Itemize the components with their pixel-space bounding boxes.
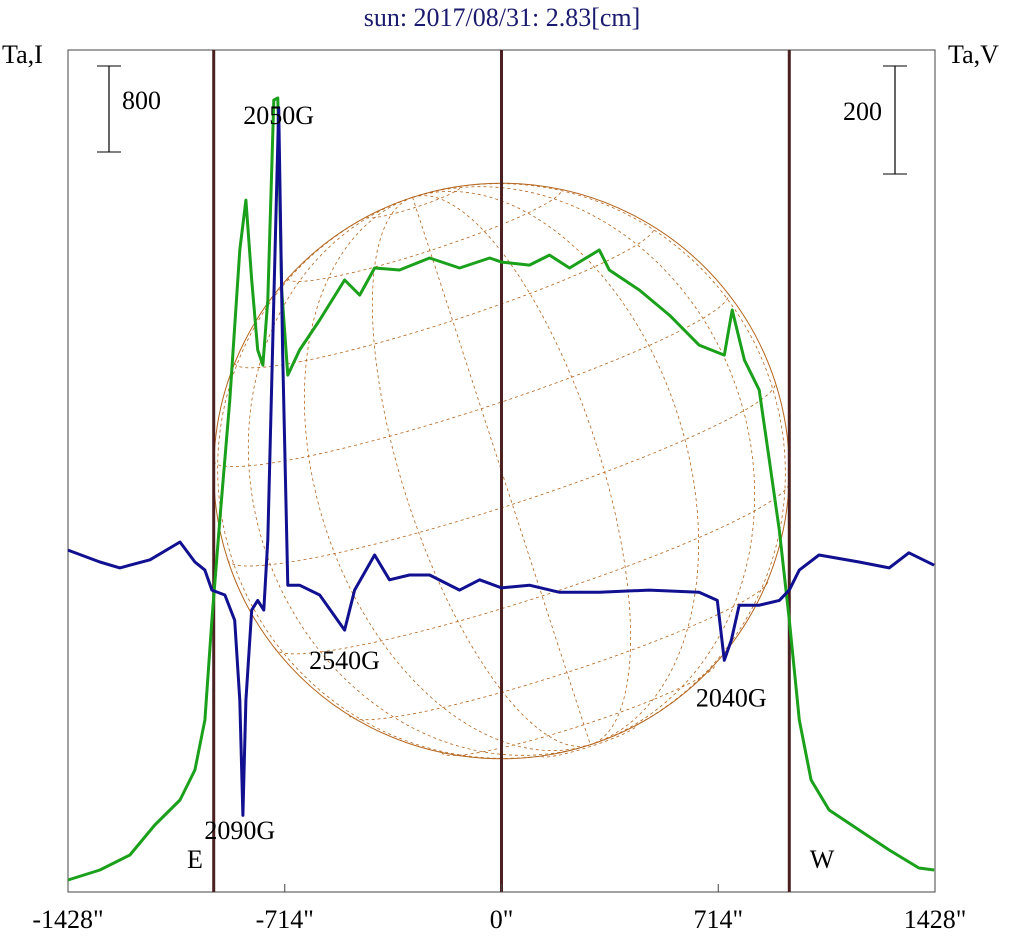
y-axis-label: Ta,I xyxy=(2,40,43,69)
meridian xyxy=(412,183,786,746)
meridian xyxy=(412,195,631,746)
meridian xyxy=(412,191,699,746)
x-tick-label: 1428" xyxy=(904,905,967,934)
parallel xyxy=(274,480,790,655)
annotation: W xyxy=(810,845,835,874)
parallel xyxy=(234,226,655,369)
annotation: 2090G xyxy=(204,816,275,845)
parallel xyxy=(287,189,562,282)
solar-disk xyxy=(213,182,790,760)
scale-label: 800 xyxy=(122,86,161,115)
meridian xyxy=(304,196,591,751)
x-tick-label: -714" xyxy=(256,905,314,934)
meridian xyxy=(372,196,591,747)
parallel xyxy=(441,663,716,756)
y2-axis-label: Ta,V xyxy=(948,40,999,69)
meridian xyxy=(412,186,756,746)
annotation: 2050G xyxy=(243,101,314,130)
parallel xyxy=(366,185,462,219)
parallel xyxy=(213,293,729,468)
scale-label: 200 xyxy=(843,97,882,126)
chart-title: sun: 2017/08/31: 2.83[cm] xyxy=(364,3,641,32)
parallel xyxy=(227,381,776,567)
parallel xyxy=(541,724,638,758)
x-tick-label: -1428" xyxy=(32,905,103,934)
annotation: 2540G xyxy=(309,646,380,675)
annotation: E xyxy=(187,845,203,874)
x-tick-label: 714" xyxy=(693,905,743,934)
annotation: 2040G xyxy=(696,684,767,713)
meridian xyxy=(217,196,591,759)
series-line xyxy=(67,106,935,817)
series-line xyxy=(67,96,935,882)
meridian xyxy=(247,196,591,756)
x-tick-label: 0" xyxy=(490,905,514,934)
parallel xyxy=(348,578,769,721)
